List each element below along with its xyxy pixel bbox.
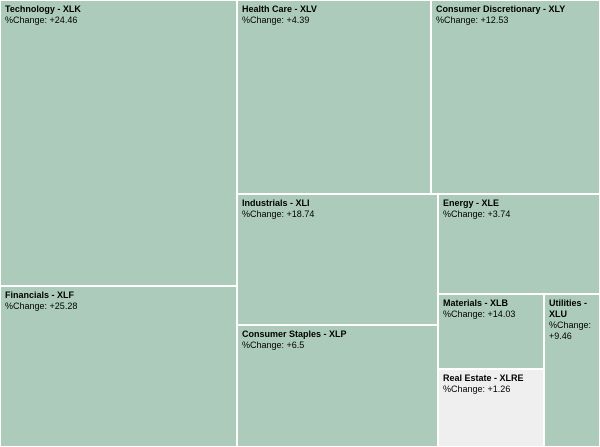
change-label: %Change: [436,15,479,25]
tile-change-text: %Change: +1.26 [443,384,539,395]
change-value: +24.46 [49,15,78,25]
treemap-tile[interactable]: Energy - XLE %Change: +3.74 [438,194,600,294]
treemap-tile[interactable]: Industrials - XLI %Change: +18.74 [237,194,438,325]
tile-label: Technology - XLK [5,4,81,14]
tile-label: Health Care - XLV [242,4,317,14]
treemap-tile[interactable]: Consumer Staples - XLP %Change: +6.5 [237,325,438,447]
change-value: +18.74 [286,209,315,219]
change-value: +6.5 [286,340,305,350]
change-value: +25.28 [49,301,78,311]
tile-change-text: %Change: +18.74 [242,209,433,220]
change-label: %Change: [443,309,486,319]
tile-label: Financials - XLF [5,290,75,300]
treemap-tile[interactable]: Utilities - XLU %Change: +9.46 [544,294,600,447]
change-value: +4.39 [286,15,310,25]
change-value: +1.26 [487,384,511,394]
tile-label: Utilities - XLU [549,298,588,319]
tile-change-text: %Change: +12.53 [436,15,595,26]
treemap-tile[interactable]: Consumer Discretionary - XLY %Change: +12… [431,0,600,194]
tile-label: Energy - XLE [443,198,500,208]
change-label: %Change: [242,340,285,350]
tile-change-text: %Change: +9.46 [549,320,595,342]
change-value: +12.53 [480,15,509,25]
change-label: %Change: [549,320,592,330]
tile-label: Industrials - XLI [242,198,310,208]
tile-change-text: %Change: +25.28 [5,301,232,312]
change-label: %Change: [242,15,285,25]
tile-change-text: %Change: +14.03 [443,309,539,320]
treemap-tile[interactable]: Health Care - XLV %Change: +4.39 [237,0,431,194]
tile-label: Consumer Discretionary - XLY [436,4,566,14]
change-value: +9.46 [549,331,572,341]
tile-change-text: %Change: +4.39 [242,15,426,26]
treemap-tile[interactable]: Technology - XLK %Change: +24.46 [0,0,237,286]
change-label: %Change: [5,15,48,25]
change-label: %Change: [5,301,48,311]
treemap-tile[interactable]: Materials - XLB %Change: +14.03 [438,294,544,369]
tile-label: Materials - XLB [443,298,509,308]
change-label: %Change: [242,209,285,219]
change-label: %Change: [443,384,486,394]
treemap-tile[interactable]: Real Estate - XLRE %Change: +1.26 [438,369,544,447]
tile-change-text: %Change: +24.46 [5,15,232,26]
tile-label: Real Estate - XLRE [443,373,524,383]
tile-change-text: %Change: +6.5 [242,340,433,351]
change-label: %Change: [443,209,486,219]
tile-change-text: %Change: +3.74 [443,209,595,220]
change-value: +14.03 [487,309,516,319]
tile-label: Consumer Staples - XLP [242,329,347,339]
change-value: +3.74 [487,209,511,219]
treemap-tile[interactable]: Financials - XLF %Change: +25.28 [0,286,237,447]
